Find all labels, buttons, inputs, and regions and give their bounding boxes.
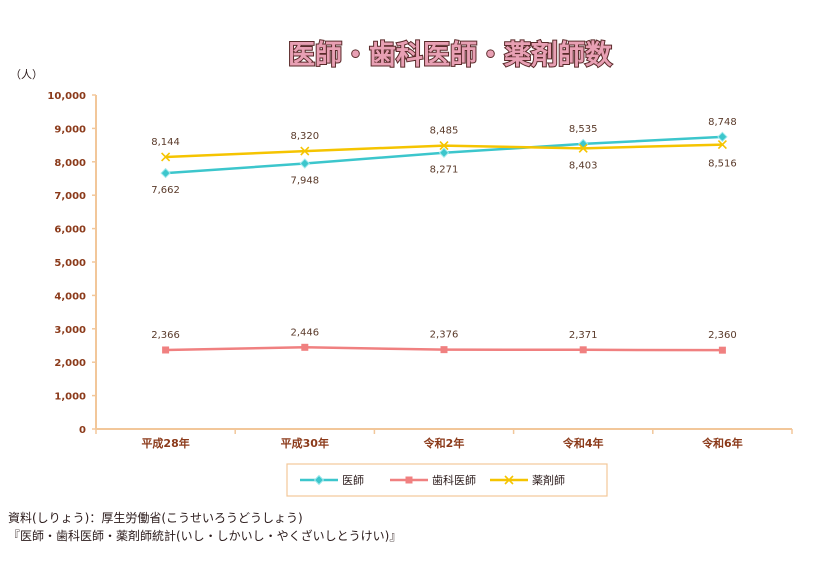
axes: 0 1,000 2,000 3,000 4,000 5,000 6,000 7,000 8,00… — [47, 91, 793, 450]
data-point-marker — [313, 474, 325, 486]
data-label: 7,662 — [151, 185, 180, 196]
data-label: 7,948 — [290, 176, 319, 187]
series-ishi: 7,662 7,948 8,271 8,535 8,748 — [151, 117, 736, 196]
y-tick-label: 1,000 — [54, 392, 86, 403]
data-point-marker — [160, 167, 171, 179]
data-label: 8,516 — [708, 159, 737, 170]
y-tick-label: 3,000 — [54, 325, 86, 336]
y-tick-label: 4,000 — [54, 291, 86, 302]
data-point-marker — [717, 131, 728, 143]
data-point-marker — [504, 475, 514, 485]
data-point-marker — [438, 147, 450, 158]
legend-box — [286, 463, 608, 497]
y-axis-label: （人） — [10, 68, 43, 81]
data-point-marker — [405, 476, 413, 484]
y-tick-label: 9,000 — [54, 124, 86, 135]
data-label: 2,446 — [290, 327, 319, 338]
data-point-marker — [717, 140, 727, 150]
data-label: 8,144 — [151, 137, 180, 148]
data-point-marker — [301, 343, 309, 351]
data-point-marker — [300, 146, 310, 156]
data-label: 2,371 — [569, 330, 598, 341]
data-label: 2,360 — [708, 330, 737, 341]
data-label: 2,376 — [430, 330, 459, 341]
data-point-marker — [578, 143, 588, 153]
legend: 医師 歯科医師 薬剤師 — [286, 463, 608, 497]
x-tick-label: 令和6年 — [701, 436, 743, 450]
x-tick-label: 令和4年 — [562, 436, 604, 450]
source-line-1: 資料(しりょう)：厚生労働省(こうせいろうどうしょう) — [8, 511, 303, 525]
y-tick-label: 7,000 — [54, 191, 86, 202]
y-tick-label: 5,000 — [54, 258, 86, 269]
x-tick-label: 平成30年 — [281, 436, 329, 450]
data-point-marker — [161, 152, 171, 162]
series-group: 7,662 7,948 8,271 8,535 8,748 2,366 2,446 2,376… — [151, 117, 737, 354]
data-point-marker — [718, 346, 726, 354]
x-tick-label: 令和2年 — [423, 436, 465, 450]
data-label: 8,535 — [569, 124, 598, 135]
data-label: 8,271 — [430, 165, 459, 176]
series-yakuzaishi: 8,144 8,320 8,485 8,403 8,516 — [151, 126, 736, 172]
data-label: 8,485 — [430, 126, 459, 137]
data-label: 2,366 — [151, 330, 180, 341]
legend-label: 歯科医師 — [432, 473, 476, 487]
y-tick-label: 0 — [79, 425, 86, 436]
legend-item: 歯科医師 — [390, 473, 476, 487]
legend-item: 薬剤師 — [490, 473, 565, 487]
data-point-marker — [439, 141, 449, 151]
series-shika-ishi: 2,366 2,446 2,376 2,371 2,360 — [151, 327, 737, 354]
data-label: 8,320 — [290, 131, 319, 142]
legend-label: 医師 — [342, 474, 364, 487]
data-label: 8,403 — [569, 160, 598, 171]
legend-item: 医師 — [300, 474, 364, 487]
y-tick-label: 6,000 — [54, 225, 86, 236]
data-label: 8,748 — [708, 117, 737, 128]
x-tick-label: 平成28年 — [141, 436, 189, 450]
y-tick-label: 8,000 — [54, 158, 86, 169]
y-tick-label: 2,000 — [54, 358, 86, 369]
y-tick-label: 10,000 — [47, 91, 86, 102]
chart-title: 医師・歯科医師・薬剤師数 — [288, 39, 613, 71]
legend-label: 薬剤師 — [532, 473, 565, 487]
data-point-marker — [579, 346, 587, 354]
data-point-marker — [162, 346, 170, 354]
data-point-marker — [440, 346, 448, 354]
source-line-2: 『医師・歯科医師・薬剤師統計(いし・しかいし・やくざいしとうけい)』 — [8, 529, 402, 543]
data-point-marker — [299, 158, 311, 169]
